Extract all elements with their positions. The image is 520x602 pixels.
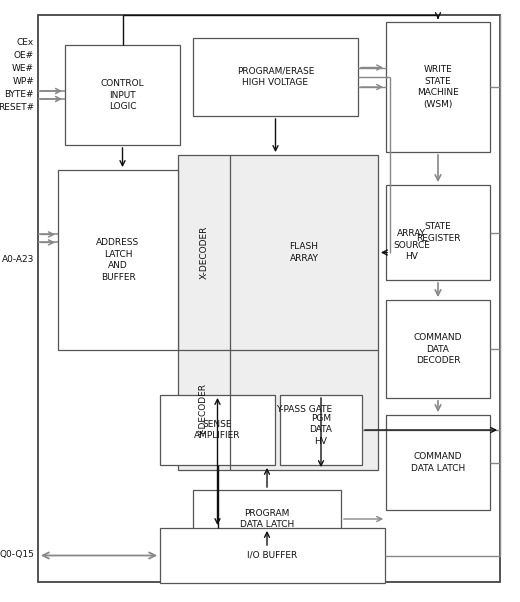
Text: I/O BUFFER: I/O BUFFER — [248, 551, 297, 560]
Text: ADDRESS
LATCH
AND
BUFFER: ADDRESS LATCH AND BUFFER — [96, 238, 140, 282]
Bar — [58, 170, 178, 350]
Text: Y-DECODER: Y-DECODER — [200, 384, 209, 436]
Bar — [386, 185, 490, 280]
Text: PROGRAM
DATA LATCH: PROGRAM DATA LATCH — [240, 509, 294, 529]
Text: Q0-Q15: Q0-Q15 — [0, 550, 34, 559]
Text: ARRAY
SOURCE
HV: ARRAY SOURCE HV — [393, 229, 430, 261]
Text: FLASH
ARRAY: FLASH ARRAY — [290, 242, 318, 262]
Text: COMMAND
DATA LATCH: COMMAND DATA LATCH — [411, 452, 465, 473]
Bar — [193, 38, 358, 116]
Text: STATE
REGISTER: STATE REGISTER — [416, 222, 460, 243]
Text: X-DECODER: X-DECODER — [200, 226, 209, 279]
Bar — [160, 528, 385, 583]
Bar — [386, 415, 490, 510]
Text: CONTROL
INPUT
LOGIC: CONTROL INPUT LOGIC — [101, 79, 145, 111]
Bar — [65, 45, 180, 145]
Bar — [386, 22, 490, 152]
Bar — [386, 300, 490, 398]
Text: COMMAND
DATA
DECODER: COMMAND DATA DECODER — [414, 333, 462, 365]
Text: A0-A23: A0-A23 — [2, 255, 34, 264]
Bar — [160, 395, 275, 465]
Bar — [193, 490, 341, 548]
Bar — [280, 395, 362, 465]
Text: Y-PASS GATE: Y-PASS GATE — [276, 406, 332, 415]
Text: WRITE
STATE
MACHINE
(WSM): WRITE STATE MACHINE (WSM) — [417, 66, 459, 109]
Bar — [38, 15, 500, 582]
Text: PGM
DATA
HV: PGM DATA HV — [309, 414, 332, 446]
Text: SENSE
AMPLIFIER: SENSE AMPLIFIER — [194, 420, 241, 440]
Text: CEx
OE#
WE#
WP#
BYTE#
RESET#: CEx OE# WE# WP# BYTE# RESET# — [0, 39, 34, 111]
Text: PROGRAM/ERASE
HIGH VOLTAGE: PROGRAM/ERASE HIGH VOLTAGE — [237, 67, 314, 87]
Bar — [178, 155, 378, 470]
